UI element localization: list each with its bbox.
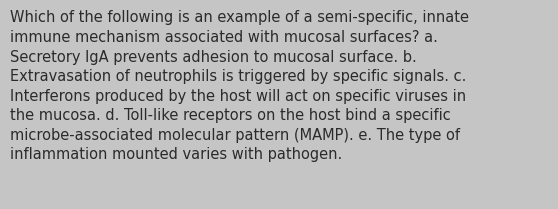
Text: Which of the following is an example of a semi-specific, innate
immune mechanism: Which of the following is an example of … [10, 10, 469, 162]
